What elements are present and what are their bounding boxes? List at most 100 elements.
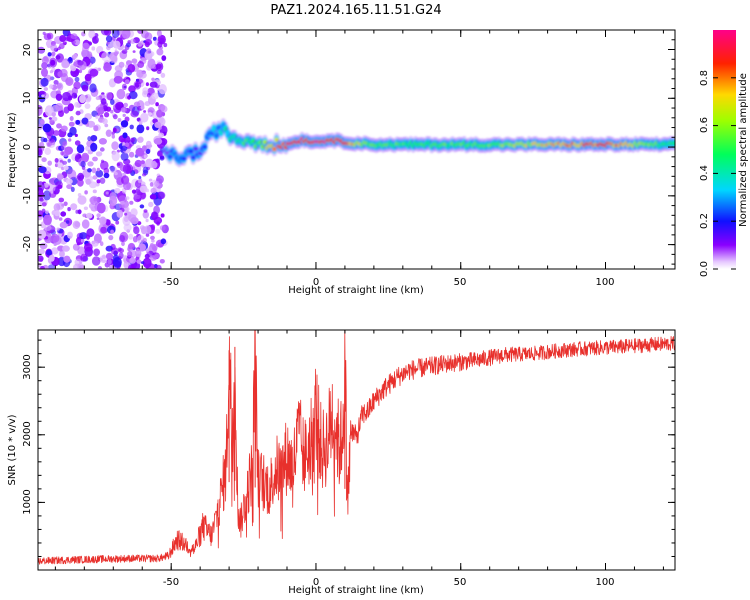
heatmap-cell xyxy=(95,169,104,178)
heatmap-cell xyxy=(57,245,64,251)
heatmap-cell xyxy=(142,211,149,219)
heatmap-cell xyxy=(135,147,145,157)
heatmap-cell xyxy=(58,197,65,203)
heatmap-cell xyxy=(147,58,156,69)
snr-y-axis-label: SNR (10 * v/v) xyxy=(7,414,18,485)
heatmap-cell xyxy=(50,247,59,255)
heatmap-cell xyxy=(60,151,65,156)
heatmap-cell xyxy=(63,106,70,114)
heatmap-cell xyxy=(40,136,45,143)
heatmap-cell xyxy=(100,226,107,234)
heatmap-cell xyxy=(133,226,140,235)
heatmap-cell xyxy=(38,191,44,198)
heatmap-cell xyxy=(89,68,99,77)
heatmap-cell xyxy=(102,254,106,259)
heatmap-cell xyxy=(140,191,146,200)
ridge-core xyxy=(202,144,207,150)
heatmap-cell xyxy=(54,158,59,163)
heatmap-cell xyxy=(110,247,119,255)
heatmap-cell xyxy=(65,220,70,224)
heatmap-cell xyxy=(105,219,111,226)
heatmap-cell xyxy=(69,126,77,136)
spectrogram-x-tick-label: 50 xyxy=(454,277,467,288)
heatmap-cell xyxy=(77,175,81,180)
heatmap-cell xyxy=(139,204,145,209)
heatmap-cell xyxy=(96,179,101,184)
heatmap-cell xyxy=(81,42,90,51)
heatmap-cell xyxy=(55,181,63,189)
heatmap-cell xyxy=(97,107,105,115)
heatmap-cell xyxy=(63,201,68,207)
heatmap-cell xyxy=(62,91,71,102)
heatmap-cell xyxy=(144,41,150,48)
heatmap-cell xyxy=(128,85,136,93)
heatmap-cell xyxy=(112,127,117,133)
spectrogram-y-axis-label: Frequency (Hz) xyxy=(7,112,18,188)
heatmap-cell xyxy=(122,113,126,117)
ridge-core xyxy=(672,141,675,146)
heatmap-cell xyxy=(140,160,145,165)
heatmap-cell xyxy=(144,101,151,107)
heatmap-cell xyxy=(112,257,122,268)
heatmap-cell xyxy=(44,147,51,155)
heatmap-cell xyxy=(152,36,157,41)
heatmap-cell xyxy=(50,233,60,243)
heatmap-cell xyxy=(74,76,80,83)
heatmap-cell xyxy=(143,154,147,159)
heatmap-cell xyxy=(123,216,129,222)
heatmap-cell xyxy=(96,217,100,220)
heatmap-cell xyxy=(156,48,164,56)
spectrogram-ticks xyxy=(38,29,675,269)
heatmap-cell xyxy=(111,141,119,151)
heatmap-cell xyxy=(43,214,52,226)
heatmap-cell xyxy=(110,165,115,172)
heatmap-cell xyxy=(95,96,101,101)
heatmap-cell xyxy=(148,144,153,148)
spectrogram-y-tick-label: 20 xyxy=(22,44,33,57)
heatmap-cell xyxy=(116,88,126,100)
spectrogram-x-tick-label: 100 xyxy=(595,277,614,288)
heatmap-cell xyxy=(155,158,160,163)
heatmap-cell xyxy=(98,138,107,145)
heatmap-cell xyxy=(104,123,109,128)
heatmap-cell xyxy=(144,32,153,41)
heatmap-cell xyxy=(77,178,84,187)
snr-x-axis-label: Height of straight line (km) xyxy=(288,585,424,596)
heatmap-cell xyxy=(53,203,61,212)
heatmap-cell xyxy=(74,133,78,137)
heatmap-cell xyxy=(160,238,167,245)
heatmap-cell xyxy=(140,105,145,110)
heatmap-cell xyxy=(79,232,88,240)
heatmap-cell xyxy=(84,190,88,195)
heatmap-cell xyxy=(75,209,79,214)
heatmap-cell xyxy=(119,235,125,243)
colorbar-tick-label: 0.4 xyxy=(699,165,710,181)
heatmap-cell xyxy=(63,150,70,156)
colorbar-tick-label: 0.0 xyxy=(699,261,710,277)
heatmap-cell xyxy=(92,156,98,162)
heatmap-cell xyxy=(133,101,140,108)
heatmap-cell xyxy=(67,57,73,64)
heatmap-cell xyxy=(123,223,132,232)
heatmap-cell xyxy=(120,107,126,113)
heatmap-cell xyxy=(130,217,139,225)
heatmap-cell xyxy=(63,255,71,263)
heatmap-cell xyxy=(154,253,160,259)
heatmap-cell xyxy=(150,187,157,194)
heatmap-cell xyxy=(106,41,110,45)
heatmap-cell xyxy=(67,158,71,163)
heatmap-cell xyxy=(113,51,119,57)
heatmap-cell xyxy=(38,229,47,239)
heatmap-cell xyxy=(121,145,128,151)
heatmap-cell xyxy=(142,257,152,269)
spectrogram-y-tick-label: -10 xyxy=(22,188,33,204)
heatmap-cell xyxy=(44,224,52,231)
heatmap-cell xyxy=(130,110,139,118)
heatmap-cell xyxy=(136,124,145,134)
heatmap-cell xyxy=(53,80,59,85)
heatmap-cell xyxy=(80,160,86,168)
heatmap-cell xyxy=(81,49,88,58)
heatmap-cell xyxy=(149,194,157,200)
heatmap-cell xyxy=(43,87,48,91)
heatmap-cell xyxy=(40,119,45,125)
